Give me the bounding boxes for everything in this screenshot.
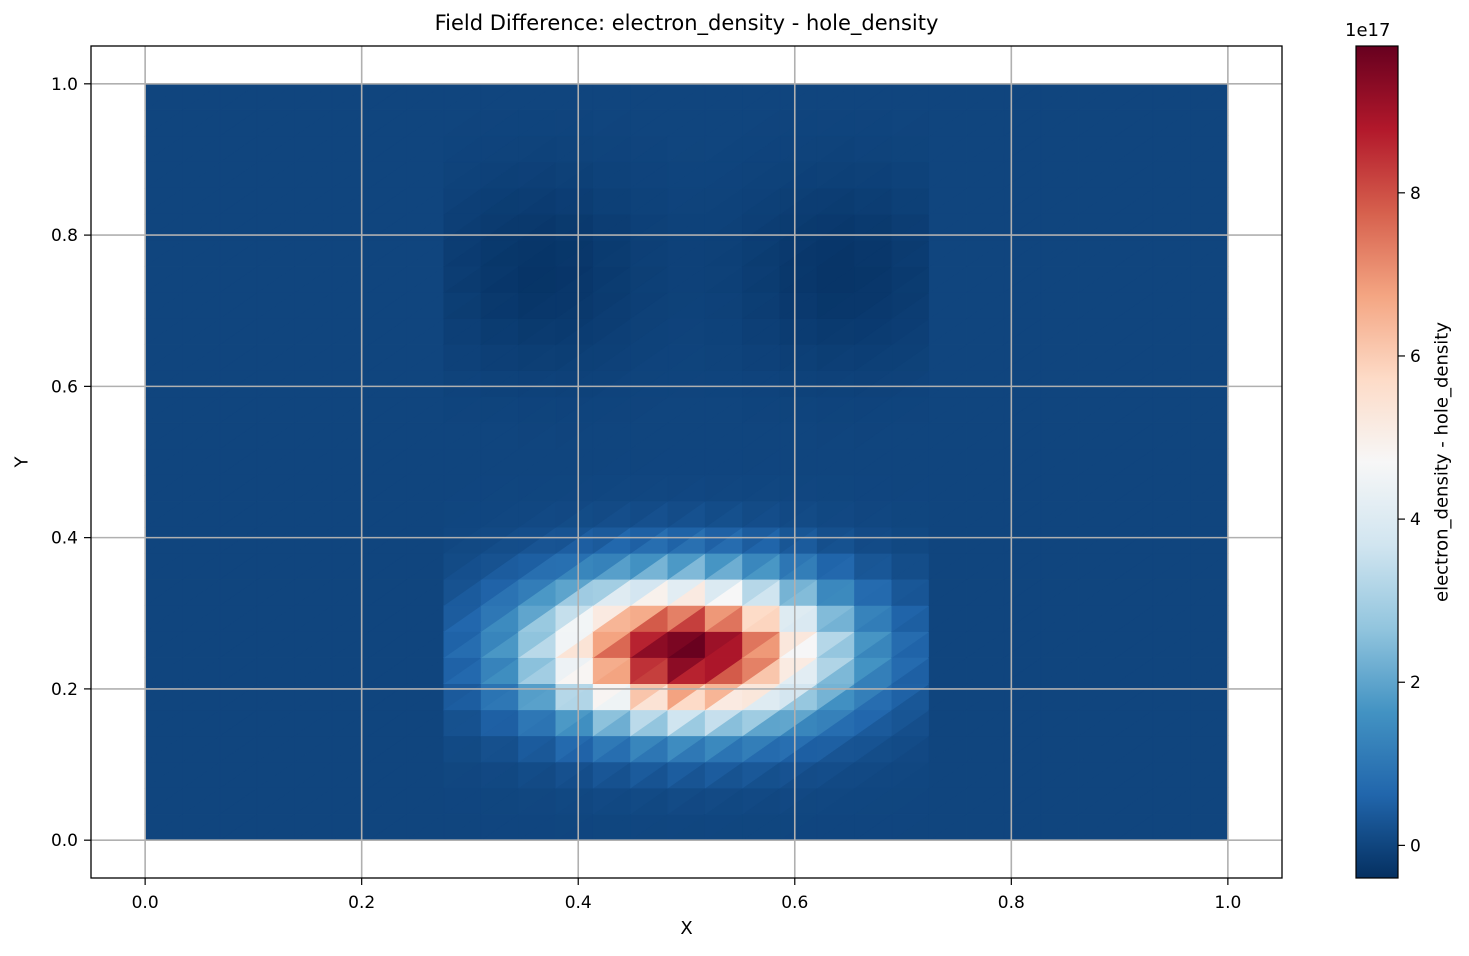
y-tick-label: 1.0 (51, 75, 78, 95)
heatmap-cells (144, 83, 1229, 841)
colorbar-tick-label: 4 (1410, 510, 1421, 530)
y-tick-label: 0.8 (51, 226, 78, 246)
x-axis-ticks: 0.0 0.2 0.4 0.6 0.8 1.0 (132, 878, 1241, 913)
x-tick-label: 0.0 (132, 893, 159, 913)
colorbar (1355, 45, 1399, 879)
colorbar-exponent: 1e17 (1345, 20, 1391, 41)
y-axis-ticks: 0.0 0.2 0.4 0.6 0.8 1.0 (51, 75, 91, 851)
x-tick-label: 0.4 (565, 893, 592, 913)
x-tick-label: 0.2 (348, 893, 375, 913)
y-axis-label: Y (11, 456, 33, 468)
x-tick-label: 1.0 (1214, 893, 1241, 913)
y-tick-label: 0.0 (51, 831, 78, 851)
colorbar-tick-label: 0 (1410, 836, 1421, 856)
y-tick-label: 0.6 (51, 377, 78, 397)
y-tick-label: 0.2 (51, 680, 78, 700)
colorbar-ticks: 0 2 4 6 8 (1398, 184, 1421, 856)
x-tick-label: 0.8 (998, 893, 1025, 913)
x-axis-label: X (680, 918, 693, 939)
colorbar-tick-label: 6 (1410, 347, 1421, 367)
grid-lines (91, 46, 1282, 878)
colorbar-tick-label: 2 (1410, 673, 1421, 693)
y-tick-label: 0.4 (51, 529, 78, 549)
x-tick-label: 0.6 (781, 893, 808, 913)
axes-frame (90, 45, 1283, 879)
colorbar-label: electron_density - hole_density (1431, 322, 1453, 602)
chart-title: Field Difference: electron_density - hol… (434, 11, 939, 35)
colorbar-tick-label: 8 (1410, 184, 1421, 204)
